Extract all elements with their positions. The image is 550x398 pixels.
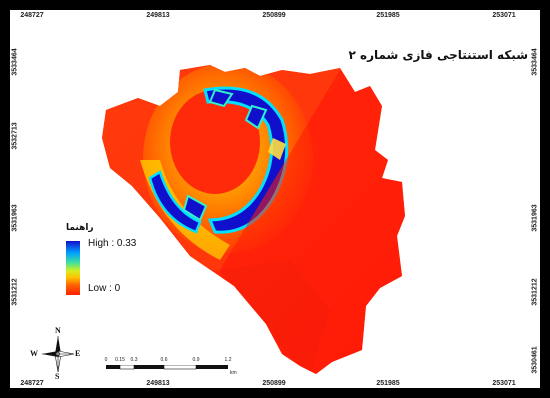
coord-right-3: 3531963 xyxy=(531,204,539,232)
scale-tick-0: 0 xyxy=(104,357,108,363)
coord-bottom-2: 249813 xyxy=(146,380,170,387)
coord-top-1: 248727 xyxy=(20,12,44,19)
coord-bottom-5: 253071 xyxy=(492,380,516,387)
coord-bottom-1: 248727 xyxy=(20,380,44,387)
scale-tick-5: 1.2 xyxy=(224,357,232,363)
coord-right-1: 3533464 xyxy=(531,48,539,76)
study-area xyxy=(102,65,405,374)
compass-rose-icon xyxy=(42,336,75,373)
coord-left-2: 3532713 xyxy=(11,122,19,150)
legend-high-label: High : 0.33 xyxy=(88,238,137,249)
coord-top-4: 251985 xyxy=(376,12,400,19)
coord-left-4: 3531212 xyxy=(11,278,19,306)
map-canvas[interactable] xyxy=(10,10,540,388)
coord-bottom-4: 251985 xyxy=(376,380,400,387)
coord-left-3: 3531963 xyxy=(11,204,19,232)
coord-left-1: 3533464 xyxy=(11,48,19,76)
legend-low-label: Low : 0 xyxy=(88,283,121,294)
scale-bar-graphic xyxy=(106,365,228,370)
scale-unit: km xyxy=(230,370,237,376)
compass-n: N xyxy=(55,326,61,335)
scale-tick-1: 0.15 xyxy=(115,357,125,363)
scale-tick-4: 0.9 xyxy=(192,357,200,363)
scale-tick-3: 0.6 xyxy=(160,357,168,363)
scale-tick-2: 0.3 xyxy=(130,357,138,363)
coord-top-5: 253071 xyxy=(492,12,516,19)
compass-s: S xyxy=(55,372,60,381)
compass-w: W xyxy=(30,349,38,358)
coord-right-5: 3530461 xyxy=(531,346,539,374)
north-arrow: N S W E xyxy=(30,326,81,381)
compass-e: E xyxy=(75,349,81,358)
coord-top-3: 250899 xyxy=(262,12,286,19)
legend-title: راهنما xyxy=(66,223,94,233)
coord-bottom-3: 250899 xyxy=(262,380,286,387)
scale-bar: 0 0.15 0.3 0.6 0.9 1.2 km xyxy=(102,357,262,381)
legend: راهنما High : 0.33 Low : 0 xyxy=(64,223,174,303)
coord-right-4: 3531212 xyxy=(531,278,539,306)
map-title: شبکه استنتاجی فازی شماره ۲ xyxy=(348,48,528,62)
map-frame: 248727 249813 250899 251985 253071 24872… xyxy=(10,10,540,388)
legend-color-ramp xyxy=(66,241,80,295)
coord-top-2: 249813 xyxy=(146,12,170,19)
